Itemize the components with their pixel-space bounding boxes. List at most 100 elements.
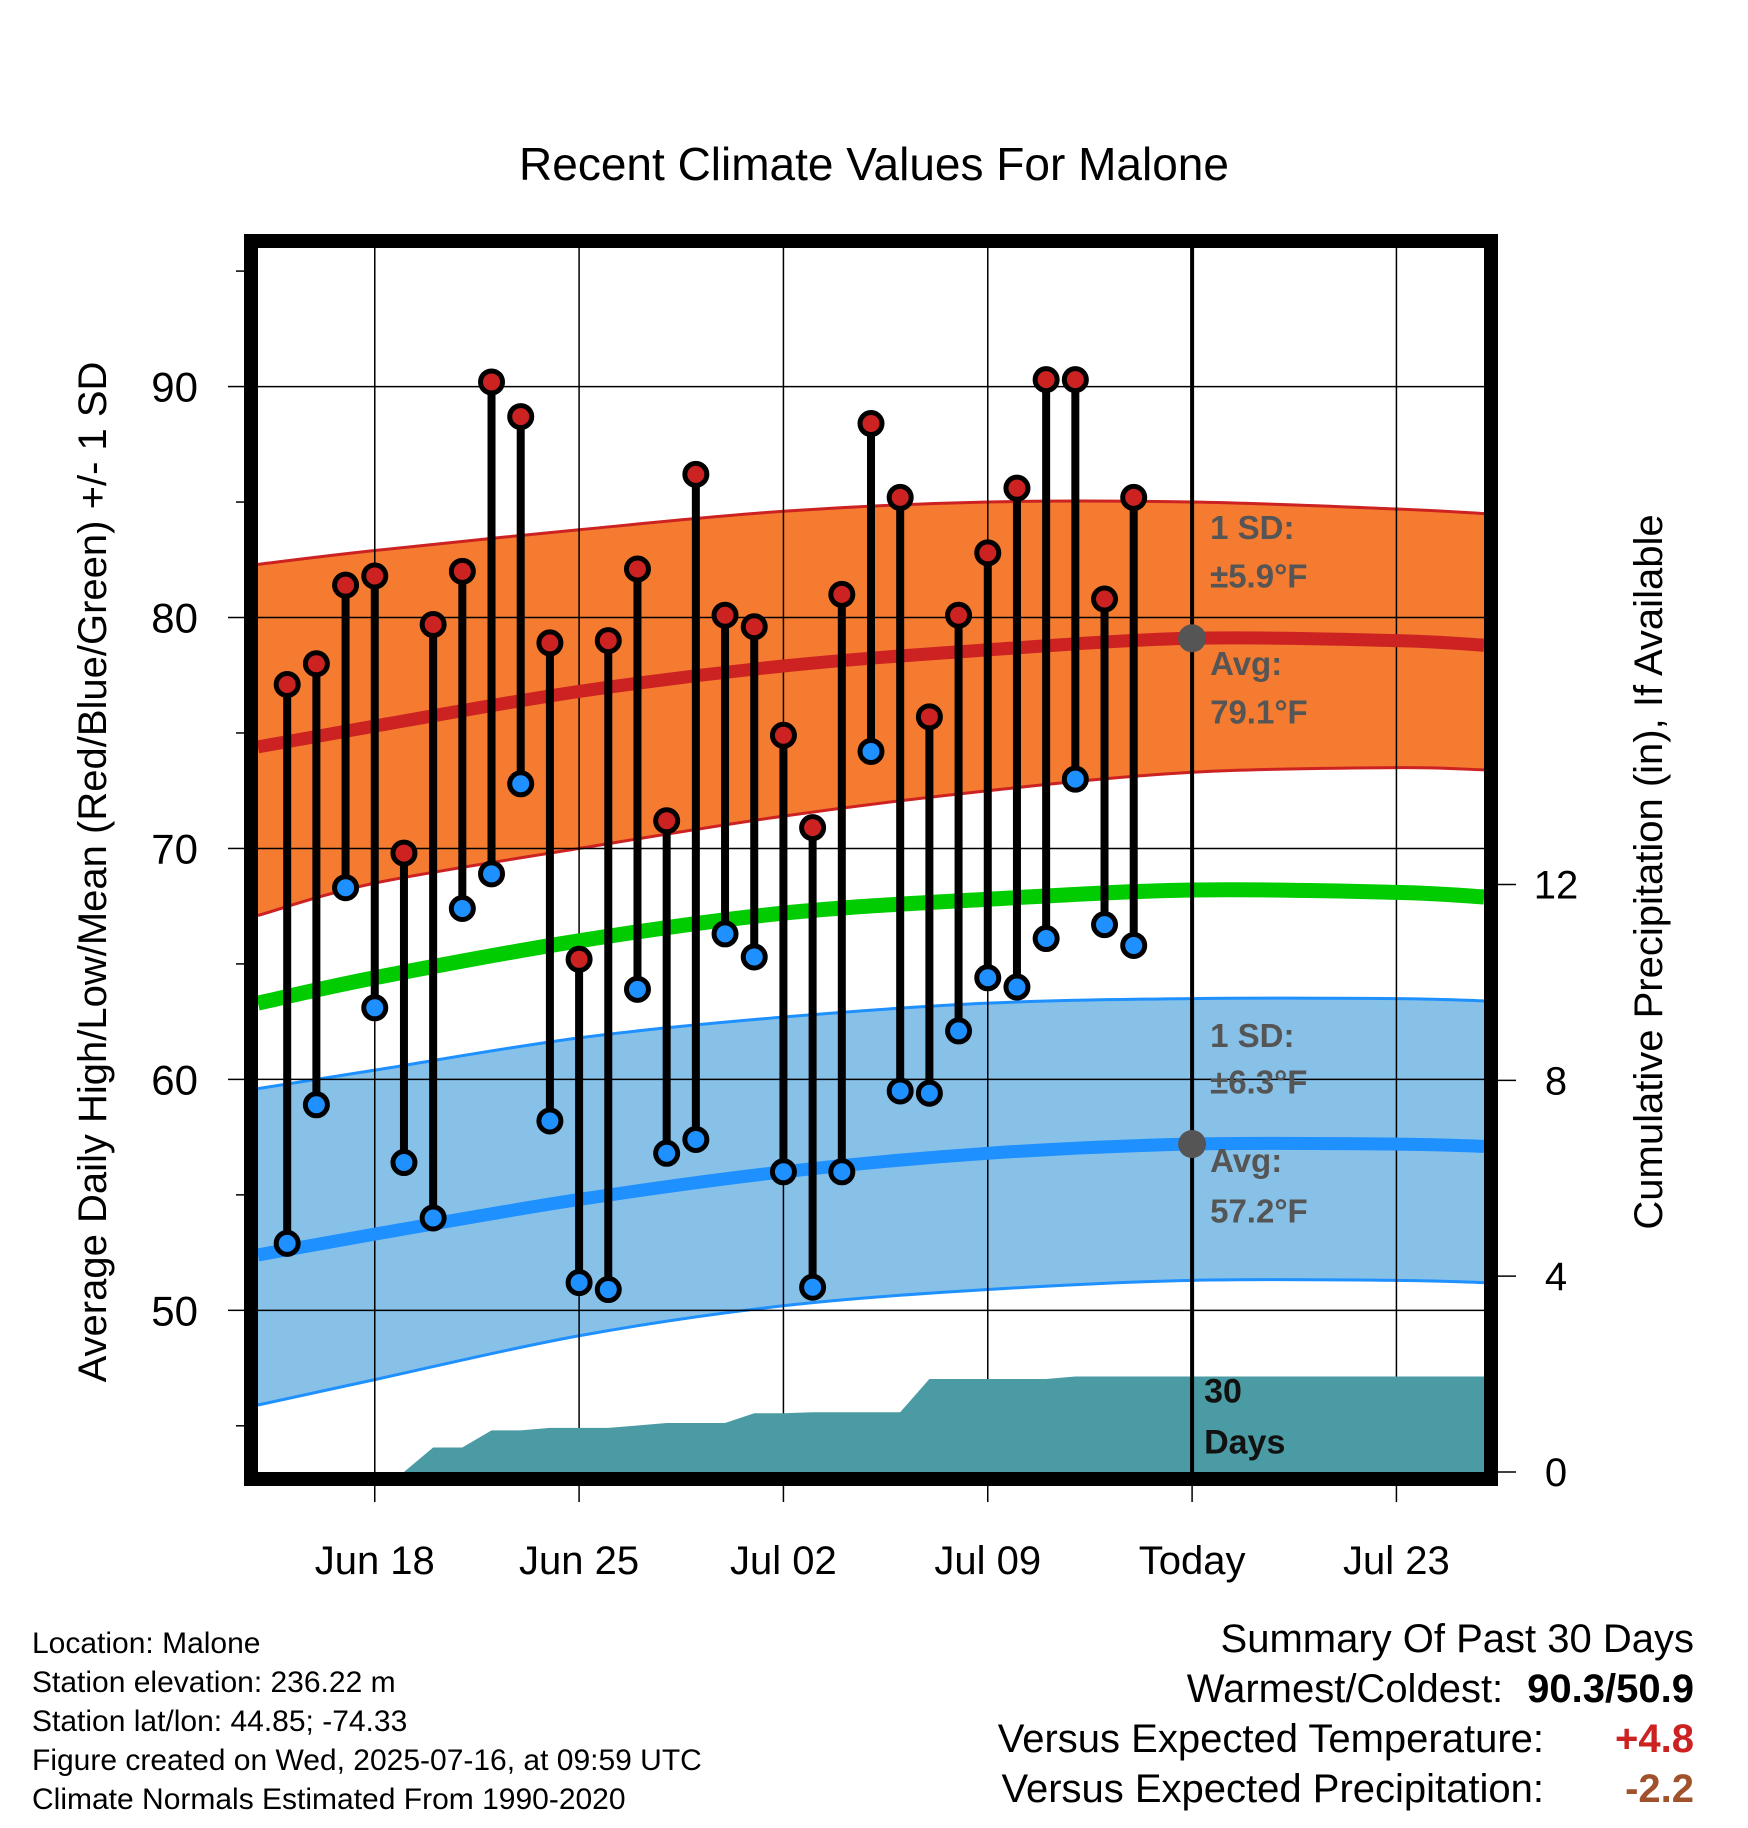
daily-high-point xyxy=(1091,585,1119,613)
daily-low-point xyxy=(390,1149,418,1177)
daily-high-point xyxy=(536,629,564,657)
low-sd-band-upper-edge xyxy=(257,996,1485,1091)
precip-period-label-unit: Days xyxy=(1204,1424,1285,1462)
daily-high-point xyxy=(594,627,622,655)
daily-low-point xyxy=(653,1139,681,1167)
daily-high-point xyxy=(828,580,856,608)
y-tick-label-right: 12 xyxy=(1534,863,1579,907)
daily-high-point xyxy=(448,557,476,585)
temp-anomaly-value: +4.8 xyxy=(1615,1717,1694,1761)
daily-high-point xyxy=(653,807,681,835)
daily-low-point xyxy=(769,1158,797,1186)
daily-low-point xyxy=(711,920,739,948)
daily-low-point xyxy=(857,737,885,765)
precip-anomaly-value: -2.2 xyxy=(1625,1767,1694,1811)
daily-high-point xyxy=(974,539,1002,567)
x-tick-label: Today xyxy=(1139,1539,1246,1583)
daily-low-point xyxy=(799,1273,827,1301)
low-avg-label: Avg: xyxy=(1210,1142,1282,1179)
summary-panel: Summary Of Past 30 Days Warmest/Coldest:… xyxy=(794,1614,1694,1814)
created-text: Figure created on Wed, 2025-07-16, at 09… xyxy=(32,1744,702,1777)
low-sd-label: 1 SD: xyxy=(1210,1017,1294,1054)
daily-high-point xyxy=(273,670,301,698)
low-sd-band xyxy=(258,998,1484,1406)
daily-low-point xyxy=(1120,931,1148,959)
daily-high-point xyxy=(390,839,418,867)
daily-low-point xyxy=(623,975,651,1003)
climate-chart: Recent Climate Values For Malone 1 SD: ±5… xyxy=(71,138,1671,1600)
daily-high-point xyxy=(769,721,797,749)
daily-high-point xyxy=(478,368,506,396)
daily-high-point xyxy=(711,601,739,629)
y-tick-label-right: 4 xyxy=(1545,1255,1567,1299)
y-axis-title-left: Average Daily High/Low/Mean (Red/Blue/Gr… xyxy=(71,362,115,1383)
daily-high-point xyxy=(915,703,943,731)
daily-high-point xyxy=(799,814,827,842)
daily-low-point xyxy=(1003,973,1031,1001)
x-axis-title: Day xyxy=(838,1595,909,1600)
y-tick-label-left: 60 xyxy=(151,1056,198,1103)
daily-low-point xyxy=(974,964,1002,992)
daily-low-point xyxy=(915,1079,943,1107)
daily-low-point xyxy=(594,1276,622,1304)
daily-low-point xyxy=(565,1269,593,1297)
daily-high-point xyxy=(1061,366,1089,394)
daily-high-point xyxy=(361,562,389,590)
mean-normal-line xyxy=(256,882,1485,1011)
daily-high-point xyxy=(507,403,535,431)
x-tick-label: Jul 23 xyxy=(1343,1539,1450,1583)
daily-low-point xyxy=(1061,765,1089,793)
daily-high-point xyxy=(1003,474,1031,502)
cumulative-precip-area xyxy=(345,1376,1485,1472)
high-sd-band-lower-edge xyxy=(257,766,1485,917)
summary-temp: Versus Expected Temperature: +4.8 xyxy=(794,1714,1694,1764)
warmest-coldest-value: 90.3/50.9 xyxy=(1527,1667,1694,1711)
high-avg-label: Avg: xyxy=(1210,645,1282,682)
location-text: Location: Malone xyxy=(32,1627,261,1660)
daily-high-point xyxy=(945,601,973,629)
latlon-text: Station lat/lon: 44.85; -74.33 xyxy=(32,1705,408,1738)
daily-high-point xyxy=(302,650,330,678)
low-avg-value: 57.2°F xyxy=(1210,1193,1308,1230)
daily-high-point xyxy=(740,613,768,641)
x-tick-label: Jul 09 xyxy=(934,1539,1041,1583)
daily-low-point xyxy=(273,1229,301,1257)
daily-high-point xyxy=(419,610,447,638)
elevation-text: Station elevation: 236.22 m xyxy=(32,1666,396,1699)
daily-low-point xyxy=(1032,925,1060,953)
daily-high-point xyxy=(886,483,914,511)
high-sd-value: ±5.9°F xyxy=(1210,557,1307,594)
x-tick-label: Jul 02 xyxy=(730,1539,837,1583)
y-tick-label-left: 80 xyxy=(151,595,198,642)
daily-low-point xyxy=(1091,911,1119,939)
daily-high-point xyxy=(565,945,593,973)
high-normal-line xyxy=(256,631,1485,754)
daily-high-point xyxy=(332,571,360,599)
daily-high-point xyxy=(857,410,885,438)
high-sd-label: 1 SD: xyxy=(1210,509,1294,546)
x-tick-label: Jun 25 xyxy=(519,1539,639,1583)
summary-warmest-coldest: Warmest/Coldest: 90.3/50.9 xyxy=(794,1664,1694,1714)
daily-low-point xyxy=(945,1017,973,1045)
daily-low-point xyxy=(740,943,768,971)
high-avg-value: 79.1°F xyxy=(1210,694,1308,731)
normals-text: Climate Normals Estimated From 1990-2020 xyxy=(32,1783,626,1816)
y-tick-label-right: 0 xyxy=(1545,1451,1567,1495)
daily-low-point xyxy=(682,1125,710,1153)
warmest-coldest-label: Warmest/Coldest: xyxy=(1186,1667,1504,1711)
y-tick-label-left: 90 xyxy=(151,364,198,411)
y-tick-label-right: 8 xyxy=(1545,1059,1567,1103)
daily-low-point xyxy=(332,874,360,902)
y-tick-label-left: 50 xyxy=(151,1287,198,1334)
daily-high-point xyxy=(623,555,651,583)
today-low-normal-marker xyxy=(1178,1130,1207,1159)
x-tick-label: Jun 18 xyxy=(315,1539,435,1583)
daily-low-point xyxy=(448,894,476,922)
daily-low-point xyxy=(419,1204,447,1232)
daily-low-point xyxy=(302,1091,330,1119)
daily-high-point xyxy=(682,460,710,488)
precip-anomaly-label: Versus Expected Precipitation: xyxy=(1001,1767,1544,1811)
daily-low-point xyxy=(536,1107,564,1135)
daily-low-point xyxy=(507,770,535,798)
y-axis-title-right: Cumulative Precipitation (in), If Availa… xyxy=(1627,514,1671,1229)
